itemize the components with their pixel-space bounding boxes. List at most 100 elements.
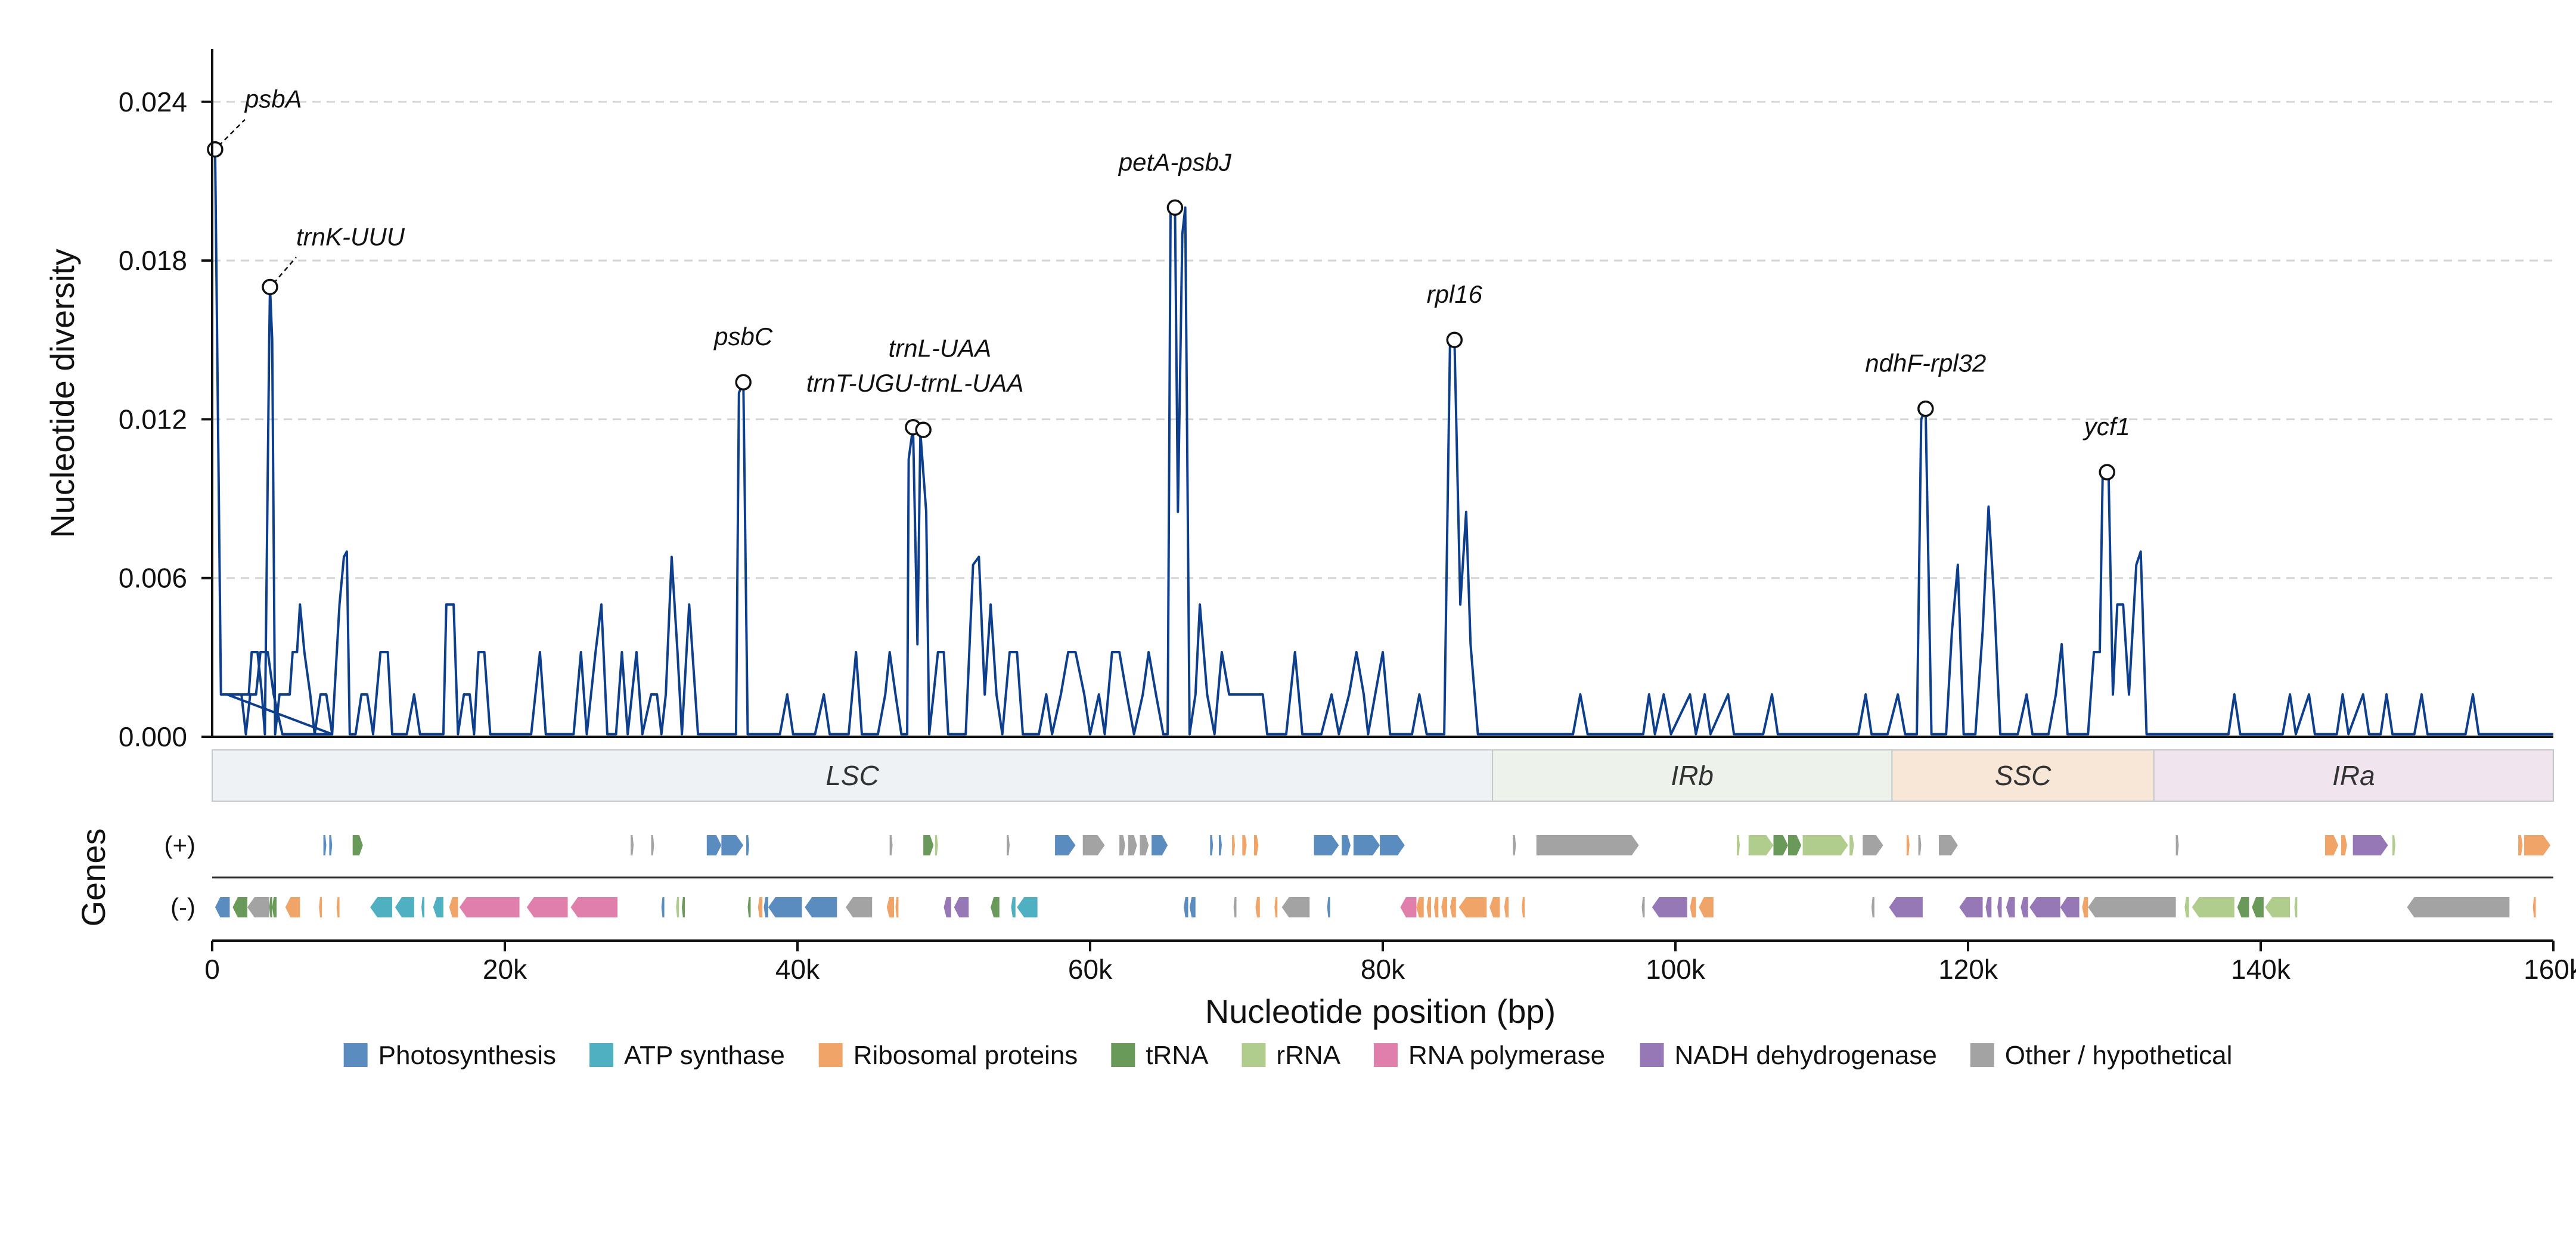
x-tick-label: 160k: [2524, 954, 2576, 985]
gene-photosynthesis: [768, 897, 802, 917]
gene-trna: [991, 897, 1000, 917]
gene-photosynthesis: [1152, 835, 1168, 855]
peak-label: trnK-UUU: [296, 222, 405, 250]
gene-photosynthesis: [1184, 897, 1188, 917]
y-tick-label: 0.024: [119, 86, 187, 117]
gene-ribosomal: [2341, 835, 2347, 855]
gene-trna: [2252, 897, 2264, 917]
y-tick-label: 0.000: [119, 721, 187, 752]
x-tick-label: 120k: [1938, 954, 1998, 985]
gene-photosynthesis: [1327, 897, 1330, 917]
gene-ndh: [954, 897, 969, 917]
gene-ribosomal: [1426, 897, 1432, 917]
gene-other: [1082, 835, 1105, 855]
gene-atp: [421, 897, 424, 917]
gene-ribosomal: [2518, 835, 2523, 855]
region-ssc-band: [1891, 749, 2155, 802]
gene-ndh: [2029, 897, 2060, 917]
gene-ribosomal: [1522, 897, 1525, 917]
region-irb-label: IRb: [1671, 760, 1714, 791]
legend-swatch-ndh: [1640, 1043, 1664, 1067]
x-tick-label: 80k: [1361, 954, 1405, 985]
gene-rrna: [1748, 835, 1774, 855]
gene-other: [2175, 835, 2179, 855]
y-tick-label: 0.018: [119, 245, 187, 276]
region-lsc-label: LSC: [825, 760, 879, 791]
gene-photosynthesis: [706, 835, 722, 855]
gene-ribosomal: [1441, 897, 1448, 917]
gene-rrna: [2184, 897, 2189, 917]
peak-label: psbC: [713, 322, 773, 351]
gene-rnapol: [570, 897, 618, 917]
x-tick-label: 40k: [775, 954, 820, 985]
peak-leader: [273, 256, 297, 284]
legend: Photosynthesis ATP synthase Ribosomal prot…: [343, 1041, 2233, 1070]
gene-other: [846, 897, 873, 917]
gene-other: [247, 897, 269, 917]
gene-photosynthesis: [1314, 835, 1339, 855]
y-axis-title: Nucleotide diversity: [44, 249, 81, 538]
gene-trna: [682, 897, 685, 917]
gene-atp: [433, 897, 443, 917]
gene-ribosomal: [1489, 897, 1500, 917]
gene-other: [1863, 835, 1883, 855]
gene-other: [2088, 897, 2176, 917]
gene-photosynthesis: [1219, 835, 1222, 855]
gene-ndh: [2021, 897, 2028, 917]
gene-trna: [2237, 897, 2249, 917]
gene-ribosomal: [2532, 897, 2536, 917]
legend-label-trna: tRNA: [1146, 1041, 1209, 1070]
gene-photosynthesis: [1353, 835, 1380, 855]
x-tick-label: 60k: [1068, 954, 1113, 985]
peak-marker: [1446, 331, 1463, 348]
legend-label-rrna: rRNA: [1276, 1041, 1340, 1070]
gene-ribosomal: [1433, 897, 1439, 917]
gene-ribosomal: [1255, 897, 1260, 917]
peak-label: psbA: [244, 85, 302, 113]
gene-ribosomal: [1450, 897, 1456, 917]
gene-ndh: [1889, 897, 1923, 917]
gene-photosynthesis: [1189, 897, 1196, 917]
gene-ribosomal: [1906, 835, 1910, 855]
gene-ribosomal: [1274, 897, 1278, 917]
gene-rnapol: [459, 897, 520, 917]
gene-rrna: [1737, 835, 1740, 855]
minus-strand-label: (-): [170, 893, 195, 921]
x-tick-label: 140k: [2231, 954, 2291, 985]
gene-ribosomal: [449, 897, 458, 917]
legend-swatch-other: [1970, 1043, 1994, 1067]
legend-label-ndh: NADH dehydrogenase: [1675, 1041, 1937, 1070]
peak-label: rpl16: [1427, 280, 1483, 308]
peak-marker: [2099, 464, 2115, 480]
region-ira-label: IRa: [2332, 760, 2375, 791]
plus-strand-label: (+): [165, 831, 196, 859]
gene-ndh: [1652, 897, 1687, 917]
gene-other: [1641, 897, 1645, 917]
gene-trna: [923, 835, 934, 855]
gene-photosynthesis: [329, 835, 333, 855]
region-ira-band: [2153, 749, 2554, 802]
gene-ribosomal: [1416, 897, 1424, 917]
gene-ndh: [1997, 897, 2002, 917]
gene-ndh: [2352, 835, 2388, 855]
gene-ribosomal: [1458, 897, 1487, 917]
gene-rrna: [2392, 835, 2395, 855]
gene-trna: [232, 897, 247, 917]
gene-photosynthesis: [764, 897, 768, 917]
gene-photosynthesis: [661, 897, 665, 917]
gene-other: [2407, 897, 2510, 917]
gene-photosynthesis: [1210, 835, 1213, 855]
gene-rrna: [1802, 835, 1848, 855]
gene-ribosomal: [1699, 897, 1714, 917]
gene-other: [1119, 835, 1125, 855]
legend-label-rnapol: RNA polymerase: [1408, 1041, 1605, 1070]
legend-label-other: Other / hypothetical: [2005, 1041, 2233, 1070]
gene-photosynthesis: [1055, 835, 1076, 855]
peak-label: trnL-UAA: [889, 334, 992, 362]
gene-ndh: [2006, 897, 2015, 917]
gene-trna: [747, 897, 751, 917]
gene-other: [1233, 897, 1237, 917]
region-lsc-band: [212, 749, 1494, 802]
gene-other: [889, 835, 893, 855]
gene-track: [212, 835, 2553, 917]
